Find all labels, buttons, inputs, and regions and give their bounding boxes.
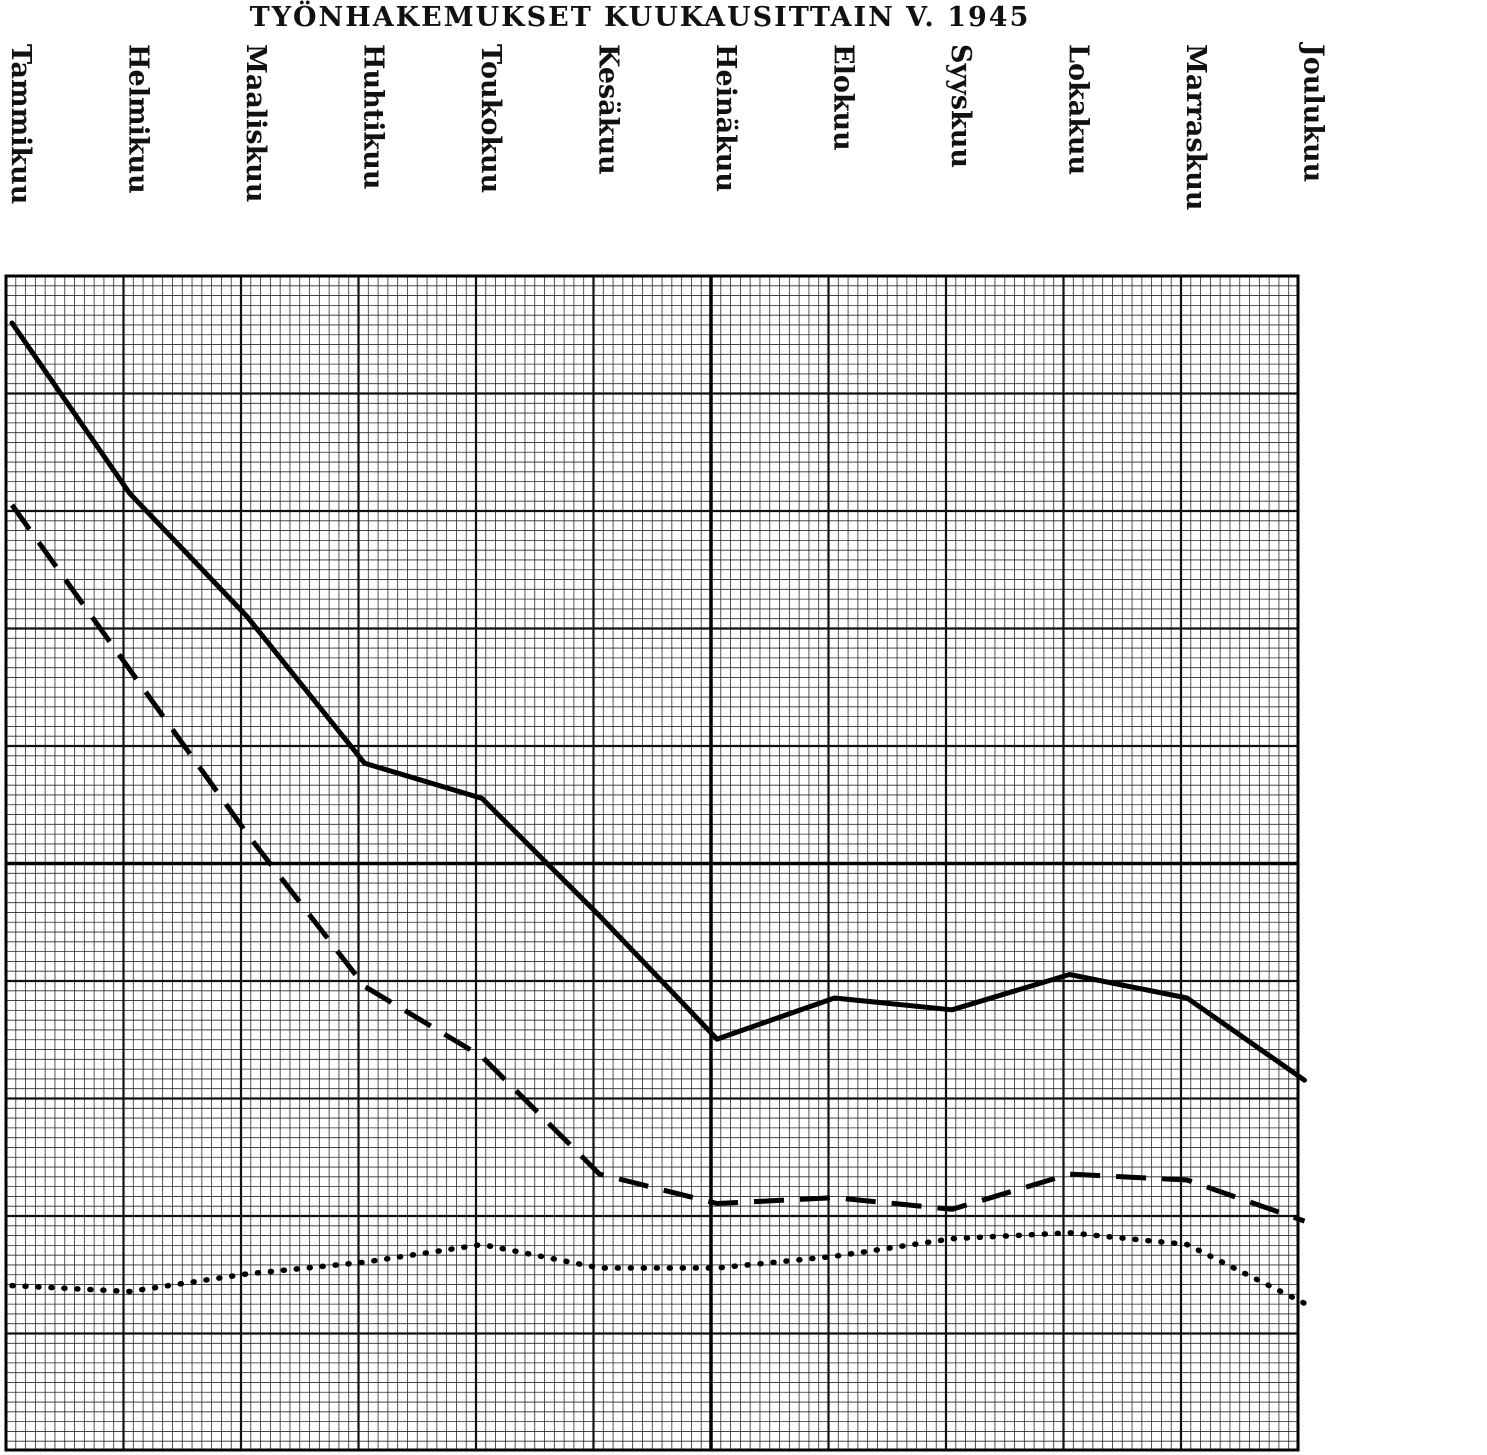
month-label: Heinäkuu	[710, 44, 741, 192]
series-lines	[9, 320, 1308, 1307]
month-label: Toukokuu	[475, 44, 506, 193]
series-line-dashed	[9, 503, 1306, 1224]
series-line-dotted	[9, 1230, 1308, 1307]
month-label: Helmikuu	[123, 44, 154, 194]
month-label: Syyskuu	[945, 44, 976, 168]
chart-title: TYÖNHAKEMUKSET KUUKAUSITTAIN V. 1945	[250, 0, 1031, 33]
month-label: Lokakuu	[1063, 44, 1094, 175]
month-label: Elokuu	[828, 44, 859, 151]
series-line-solid	[9, 320, 1307, 1083]
month-label: Kesäkuu	[593, 44, 624, 175]
month-label: Maaliskuu	[240, 44, 271, 203]
month-label: Huhtikuu	[358, 44, 389, 189]
month-label: Marraskuu	[1180, 44, 1211, 211]
chart-frame	[4, 274, 1300, 1452]
graph-paper-grid	[4, 274, 1300, 1452]
month-label: Joulukuu	[1298, 42, 1329, 182]
month-labels: Tammikuu Helmikuu Maaliskuu Huhtikuu Toukoku…	[5, 42, 1329, 211]
month-label: Tammikuu	[5, 44, 36, 204]
